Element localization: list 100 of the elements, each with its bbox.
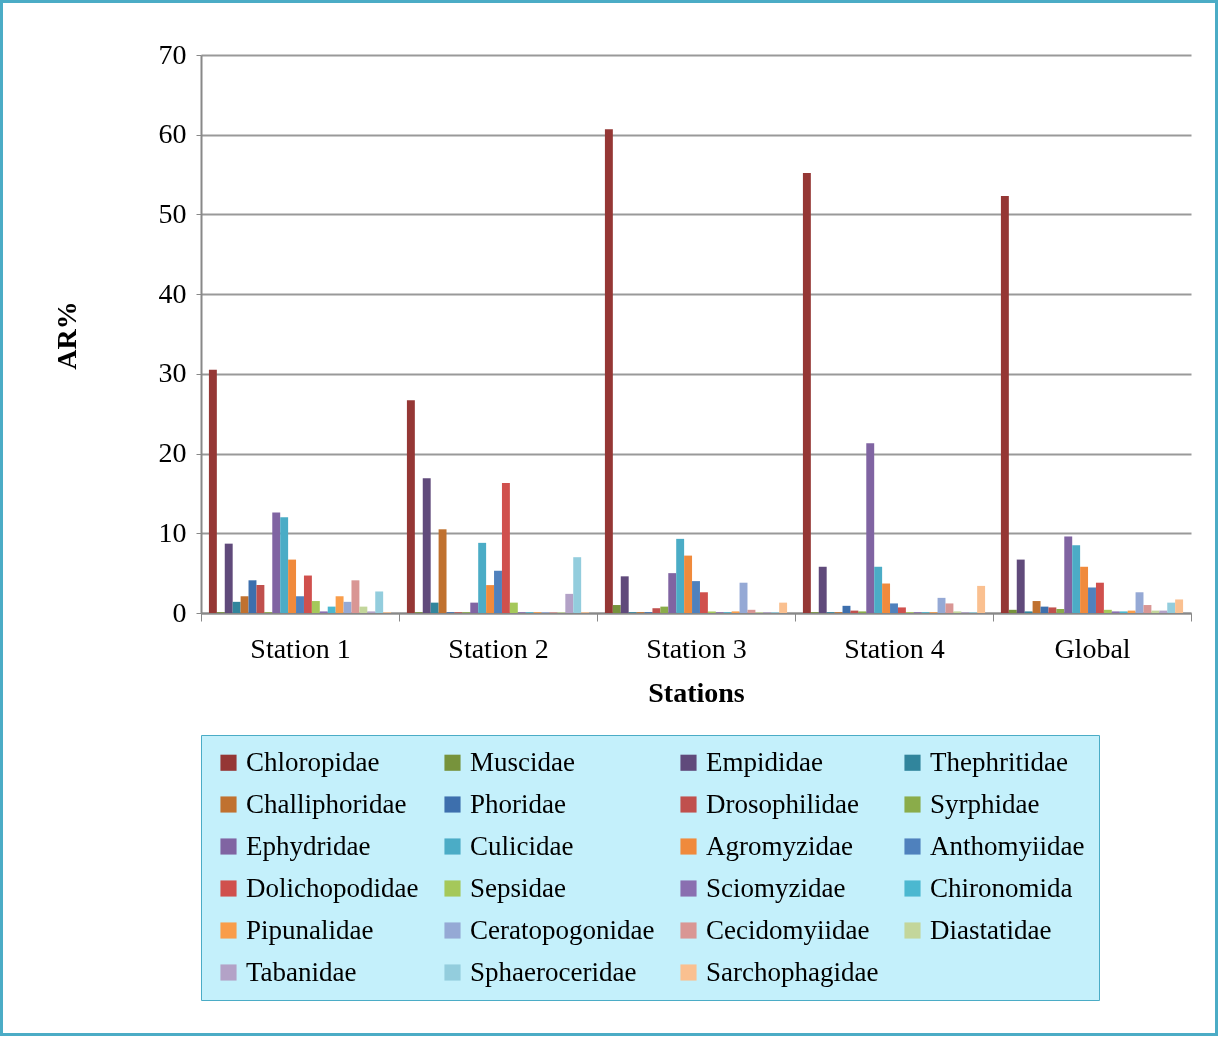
bar [430, 602, 439, 613]
legend-label: Drosophilidae [706, 788, 859, 819]
x-tick-label: Station 2 [448, 632, 549, 664]
bar [422, 478, 431, 613]
bar [1072, 545, 1081, 613]
legend-label: Syrphidae [930, 788, 1040, 819]
bar [1000, 196, 1009, 613]
legend-label: Cecidomyiidae [706, 914, 870, 945]
legend-label: Culicidae [470, 830, 574, 861]
bar [699, 592, 708, 613]
legend-label: Ephydridae [246, 830, 371, 861]
bar [897, 607, 906, 613]
legend-label: Pipunalidae [246, 914, 374, 945]
bar [335, 596, 344, 613]
bar [668, 573, 677, 613]
bar [296, 596, 304, 613]
bar [272, 512, 281, 613]
bar [620, 576, 629, 613]
bar [818, 566, 827, 613]
y-tick-label: 0 [172, 596, 187, 628]
bar [604, 129, 613, 613]
bar [351, 580, 360, 613]
bar [494, 570, 502, 613]
legend-label: Ceratopogonidae [470, 914, 655, 945]
bar [375, 591, 384, 613]
bar [1064, 536, 1073, 613]
legend-label: Thephritidae [930, 746, 1068, 777]
legend-label: Challiphoridae [246, 788, 407, 819]
bar [874, 566, 883, 613]
bar [747, 609, 756, 613]
legend-label: Agromyzidae [706, 830, 853, 861]
bar [573, 557, 582, 613]
bar [1016, 559, 1025, 613]
legend-label: Anthomyiidae [930, 830, 1085, 861]
bar [311, 601, 320, 613]
legend-label: Diastatidae [930, 914, 1052, 945]
bar [256, 585, 265, 613]
bar [1103, 609, 1112, 613]
y-tick-label: 30 [158, 357, 187, 389]
bar [945, 603, 954, 613]
y-tick-label: 50 [158, 197, 187, 229]
bar [676, 538, 685, 613]
bar [359, 606, 368, 613]
x-tick-label: Global [1054, 632, 1131, 664]
bar [1048, 607, 1057, 613]
legend-label: Tabanidae [246, 956, 357, 987]
bar [802, 172, 811, 613]
bar [240, 596, 249, 613]
x-axis-title: Stations [648, 676, 745, 708]
bar [478, 542, 487, 613]
legend-label: Sepsidae [470, 872, 566, 903]
bar [1032, 601, 1041, 613]
bar [486, 585, 495, 613]
bar [1135, 592, 1144, 613]
legend-label: Sciomyzidae [706, 872, 846, 903]
bar [565, 593, 574, 613]
bar [509, 602, 518, 613]
bar [779, 602, 788, 613]
x-tick-label: Station 4 [844, 632, 945, 664]
bar [280, 517, 289, 613]
legend-label: Phoridae [470, 788, 566, 819]
legend-label: Sarchophagidae [706, 956, 879, 987]
bar [652, 608, 661, 613]
y-tick-label: 40 [158, 277, 187, 309]
legend-label: Chloropidae [246, 746, 380, 777]
bar [866, 443, 875, 613]
bar [406, 400, 415, 613]
bar [977, 585, 986, 613]
bar [1056, 609, 1065, 613]
bar [470, 602, 479, 613]
bar [303, 575, 312, 613]
bar [208, 369, 217, 613]
y-tick-label: 70 [158, 38, 187, 70]
legend-label: Dolichopodidae [246, 872, 419, 903]
bar [501, 483, 510, 613]
bar [1088, 587, 1096, 613]
y-tick-label: 10 [158, 516, 187, 548]
bar [438, 529, 447, 613]
y-axis-title: AR% [50, 301, 82, 370]
bar [612, 605, 621, 613]
bar [1175, 599, 1184, 613]
bar [232, 601, 241, 613]
bar [1080, 566, 1089, 613]
bar [882, 583, 891, 613]
legend-label: Sphaeroceridae [470, 956, 637, 987]
y-tick-label: 60 [158, 118, 187, 150]
legend-label: Empididae [706, 746, 823, 777]
bar [224, 543, 233, 613]
y-tick-label: 20 [158, 437, 187, 469]
bar [288, 559, 297, 613]
bar [327, 606, 336, 613]
bar [1143, 605, 1152, 613]
bar [692, 581, 700, 613]
bar [684, 555, 693, 613]
bar [1167, 602, 1176, 613]
x-tick-label: Station 1 [250, 632, 351, 664]
legend-label: Muscidae [470, 746, 575, 777]
bar [890, 603, 898, 613]
bar [1095, 582, 1104, 613]
legend-label: Chironomida [930, 872, 1073, 903]
